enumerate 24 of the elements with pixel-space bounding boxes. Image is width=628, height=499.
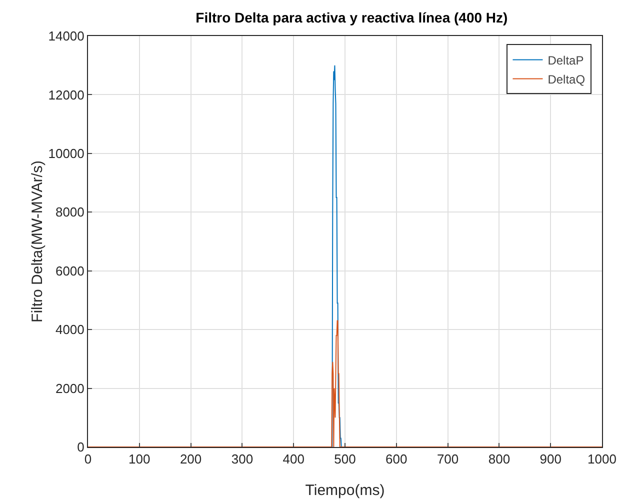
y-tick-label: 12000 xyxy=(48,87,84,102)
legend-label: DeltaQ xyxy=(548,72,586,86)
chart-title: Filtro Delta para activa y reactiva línea (400 Hz) xyxy=(196,9,508,26)
y-tick-label: 0 xyxy=(77,440,84,455)
y-tick-label: 4000 xyxy=(55,322,84,338)
x-tick-label: 400 xyxy=(282,452,304,467)
x-tick-label: 700 xyxy=(436,452,459,467)
y-tick-label: 10000 xyxy=(48,146,84,161)
x-tick-label: 500 xyxy=(334,452,356,467)
y-axis-title: Filtro Delta(MW-MVAr/s) xyxy=(29,160,46,322)
x-tick-label: 100 xyxy=(128,452,150,467)
y-tick-label: 8000 xyxy=(55,204,84,220)
line-series xyxy=(88,320,602,447)
legend-label: DeltaP xyxy=(548,53,584,68)
x-axis-title: Tiempo(ms) xyxy=(305,482,385,499)
y-tick-label: 6000 xyxy=(55,263,84,278)
x-tick-label: 800 xyxy=(488,452,510,467)
x-tick-label: 900 xyxy=(540,452,562,467)
x-tick-label: 1000 xyxy=(588,452,616,467)
x-tick-label: 200 xyxy=(180,452,202,467)
x-tick-label: 300 xyxy=(231,452,254,467)
x-tick-label: 600 xyxy=(386,452,408,467)
y-tick-label: 2000 xyxy=(55,380,84,396)
y-tick-label: 14000 xyxy=(48,28,84,44)
